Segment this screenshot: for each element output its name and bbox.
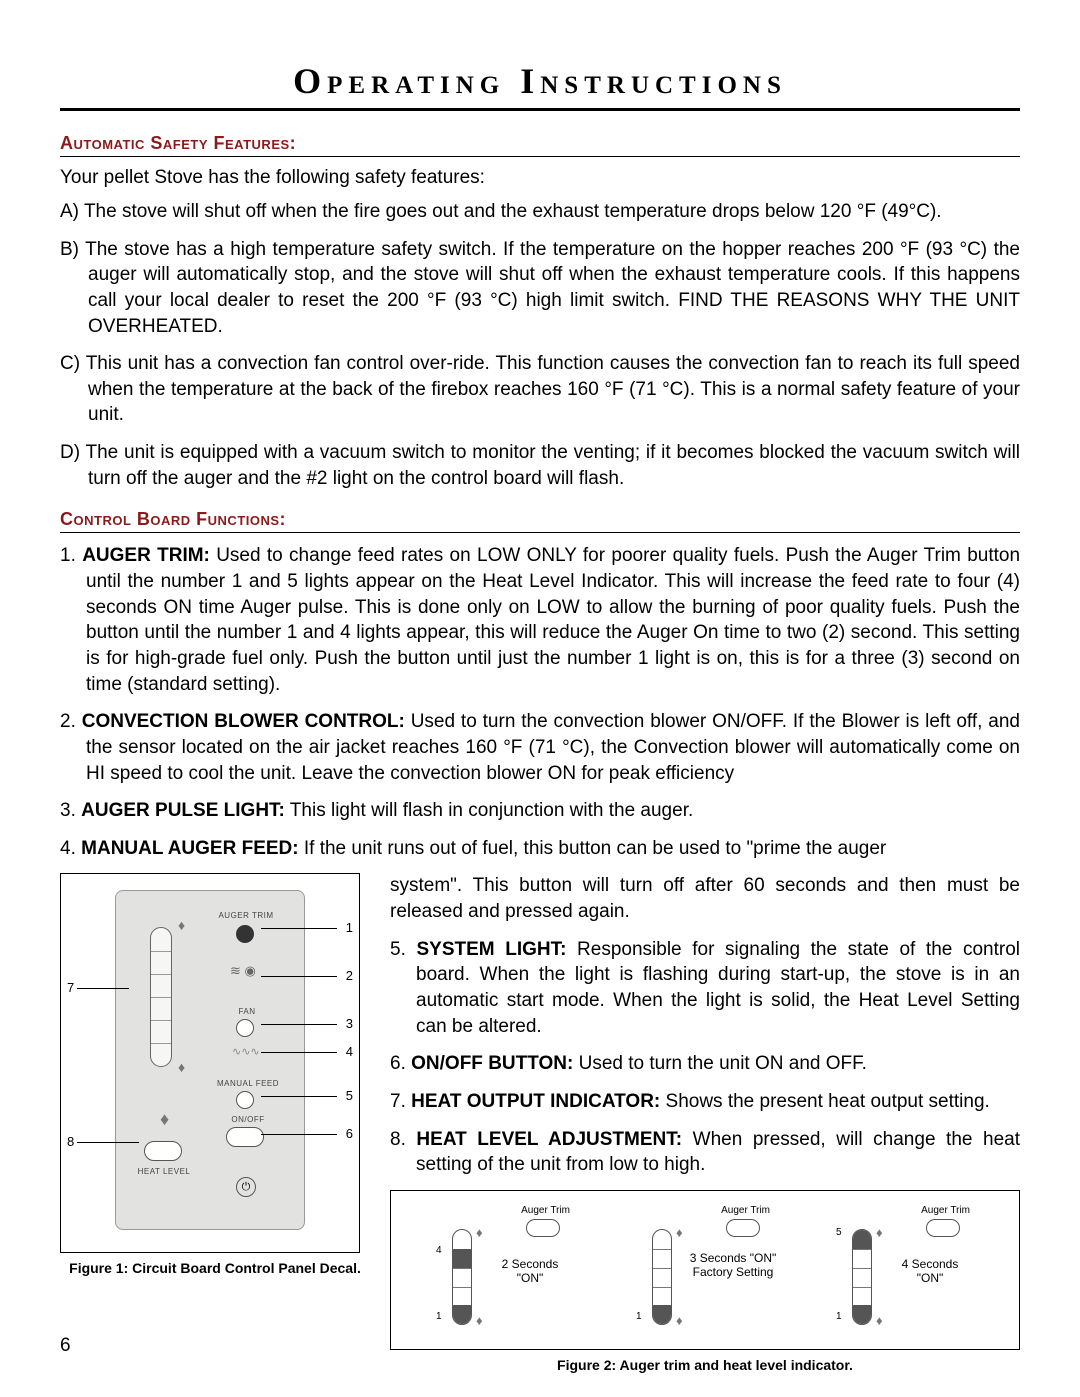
callout-2: 2 <box>346 968 353 983</box>
callout-5: 5 <box>346 1088 353 1103</box>
safety-header: Automatic Safety Features: <box>60 133 1020 157</box>
mini-bar <box>852 1229 872 1325</box>
control-item-4: 4. MANUAL AUGER FEED: If the unit runs o… <box>60 836 1020 862</box>
top-num: 5 <box>836 1227 842 1238</box>
control-item-3: 3. AUGER PULSE LIGHT: This light will fl… <box>60 798 1020 824</box>
callout-6: 6 <box>346 1126 353 1141</box>
safety-item-d: D) The unit is equipped with a vacuum sw… <box>60 440 1020 491</box>
figure-2: Auger Trim ♦ ♦ 4 1 2 Seconds"ON" Auger T… <box>390 1190 1020 1350</box>
fig2-group-3: Auger Trim ♦ ♦ 5 1 4 Seconds"ON" <box>830 1201 980 1341</box>
control-item-7: 7. HEAT OUTPUT INDICATOR: Shows the pres… <box>390 1089 1020 1115</box>
callout-3: 3 <box>346 1016 353 1031</box>
mini-oval <box>526 1219 560 1237</box>
callout-1: 1 <box>346 920 353 935</box>
control-header: Control Board Functions: <box>60 509 1020 533</box>
auger-trim-label: Auger Trim <box>721 1205 770 1216</box>
onoff-label: ON/OFF <box>228 1115 268 1124</box>
flame-icon: ♦ <box>876 1225 883 1240</box>
heat-output-bar <box>150 927 172 1067</box>
auger-trim-button <box>236 925 254 943</box>
figure-2-caption: Figure 2: Auger trim and heat level indi… <box>390 1356 1020 1374</box>
line1: 2 Seconds <box>502 1257 559 1271</box>
onoff-button <box>226 1127 264 1147</box>
callout-8: 8 <box>67 1134 74 1149</box>
page-number: 6 <box>60 1335 71 1357</box>
manual-feed-label: MANUAL FEED <box>216 1079 280 1088</box>
control-panel-decal: ♦ ♦ AUGER TRIM ≋ ◉ FAN ∿∿∿ MANUAL FEED O… <box>115 890 305 1230</box>
flame-icon: ♦ <box>876 1313 883 1328</box>
line2: Factory Setting <box>693 1265 774 1279</box>
flame-icon: ♦ <box>160 1109 169 1130</box>
line1: 4 Seconds <box>902 1257 959 1271</box>
mini-oval <box>926 1219 960 1237</box>
callout-7: 7 <box>67 980 74 995</box>
control-item-1: 1. AUGER TRIM: Used to change feed rates… <box>60 543 1020 697</box>
heat-level-button <box>144 1141 182 1161</box>
flame-icon: ♦ <box>676 1225 683 1240</box>
power-icon: ⏻ <box>236 1177 256 1197</box>
bottom-num: 1 <box>836 1311 842 1322</box>
control-item-8: 8. HEAT LEVEL ADJUSTMENT: When pressed, … <box>390 1127 1020 1178</box>
flame-icon: ♦ <box>676 1313 683 1328</box>
flame-icon: ♦ <box>178 1059 185 1075</box>
fan-label: FAN <box>232 1007 262 1016</box>
safety-item-b: B) The stove has a high temperature safe… <box>60 237 1020 340</box>
auger-trim-label: AUGER TRIM <box>216 911 276 920</box>
control-item-4-continued: system". This button will turn off after… <box>390 873 1020 924</box>
fig2-group-2: Auger Trim ♦ ♦ 1 3 Seconds "ON"Factory S… <box>630 1201 780 1341</box>
mini-oval <box>726 1219 760 1237</box>
bottom-num: 1 <box>436 1311 442 1322</box>
top-num: 4 <box>436 1245 442 1256</box>
safety-intro: Your pellet Stove has the following safe… <box>60 167 1020 189</box>
safety-item-c: C) This unit has a convection fan contro… <box>60 351 1020 428</box>
line1: 3 Seconds "ON" <box>690 1251 777 1265</box>
figure-1: ♦ ♦ AUGER TRIM ≋ ◉ FAN ∿∿∿ MANUAL FEED O… <box>60 873 360 1253</box>
flame-icon: ♦ <box>476 1313 483 1328</box>
line2: "ON" <box>917 1271 944 1285</box>
line2: "ON" <box>517 1271 544 1285</box>
control-item-6: 6. ON/OFF BUTTON: Used to turn the unit … <box>390 1051 1020 1077</box>
heat-level-label: HEAT LEVEL <box>136 1167 192 1176</box>
flame-icon: ♦ <box>476 1225 483 1240</box>
flame-icon: ♦ <box>178 917 185 933</box>
bottom-num: 1 <box>636 1311 642 1322</box>
figure-1-caption: Figure 1: Circuit Board Control Panel De… <box>60 1259 370 1277</box>
auger-trim-label: Auger Trim <box>921 1205 970 1216</box>
fig2-group-1: Auger Trim ♦ ♦ 4 1 2 Seconds"ON" <box>430 1201 580 1341</box>
control-item-2: 2. CONVECTION BLOWER CONTROL: Used to tu… <box>60 709 1020 786</box>
auger-trim-label: Auger Trim <box>521 1205 570 1216</box>
control-item-5: 5. SYSTEM LIGHT: Responsible for signali… <box>390 937 1020 1040</box>
page-title: Operating Instructions <box>60 60 1020 111</box>
callout-4: 4 <box>346 1044 353 1059</box>
mini-bar <box>652 1229 672 1325</box>
mini-bar <box>452 1229 472 1325</box>
manual-feed-button <box>236 1091 254 1109</box>
squiggle-icon: ∿∿∿ <box>232 1045 260 1058</box>
fan-button <box>236 1019 254 1037</box>
safety-item-a: A) The stove will shut off when the fire… <box>60 199 1020 225</box>
wave-icon: ≋ ◉ <box>230 963 256 979</box>
